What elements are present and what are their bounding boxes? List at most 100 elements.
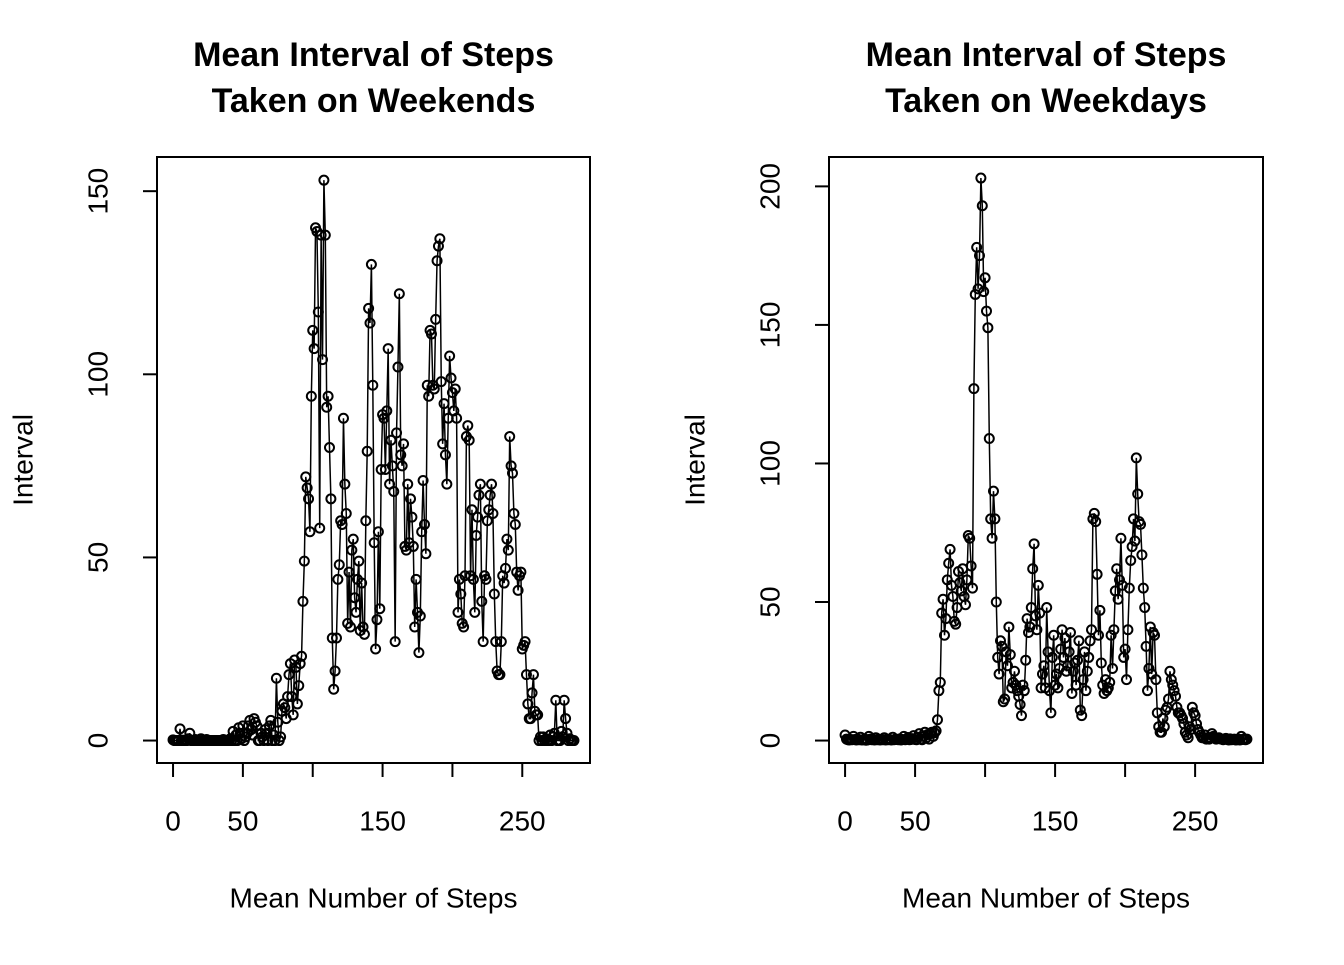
data-point <box>364 317 376 329</box>
data-point <box>381 405 393 417</box>
data-point <box>414 610 426 622</box>
data-point <box>1132 488 1144 500</box>
data-point <box>947 590 959 602</box>
data-point <box>337 412 349 424</box>
data-point <box>1051 668 1063 680</box>
data-point <box>330 632 342 644</box>
data-point <box>388 485 400 497</box>
x-tick-label: 150 <box>359 805 406 836</box>
data-point <box>291 698 303 710</box>
data-point <box>486 478 498 490</box>
data-point <box>526 687 538 699</box>
data-point <box>358 628 370 640</box>
data-point <box>968 383 980 395</box>
data-point <box>307 324 319 336</box>
data-point <box>1171 701 1183 713</box>
data-point <box>1076 710 1088 722</box>
data-point <box>944 543 956 555</box>
data-point <box>1125 554 1137 566</box>
data-point <box>1105 629 1117 641</box>
data-point <box>966 582 978 594</box>
data-point <box>1073 635 1085 647</box>
data-point <box>979 272 991 284</box>
data-point <box>1168 685 1180 697</box>
data-point <box>363 302 375 314</box>
data-point <box>1086 624 1098 636</box>
data-point <box>929 727 941 739</box>
data-point <box>339 478 351 490</box>
data-point <box>466 504 478 516</box>
data-point <box>982 322 994 334</box>
data-point <box>474 478 486 490</box>
data-point <box>1031 624 1043 636</box>
data-point <box>506 467 518 479</box>
data-point <box>505 460 517 472</box>
data-point <box>385 434 397 446</box>
data-point <box>495 636 507 648</box>
data-point <box>467 573 479 585</box>
x-tick-label: 50 <box>227 805 258 836</box>
data-point <box>1153 721 1165 733</box>
data-point <box>1087 513 1099 525</box>
data-point <box>431 255 443 267</box>
data-point <box>1107 663 1119 675</box>
data-point <box>1170 690 1182 702</box>
data-point <box>976 200 988 212</box>
x-tick-label: 50 <box>900 805 931 836</box>
data-point <box>344 621 356 633</box>
data-point <box>293 680 305 692</box>
data-point <box>326 632 338 644</box>
data-point <box>265 714 277 726</box>
data-point <box>396 460 408 472</box>
data-point <box>435 376 447 388</box>
data-point <box>1167 679 1179 691</box>
data-point <box>1102 682 1114 694</box>
panel: Mean Interval of Steps Taken on Weekends M… <box>7 36 591 913</box>
data-point <box>990 596 1002 608</box>
data-point <box>336 518 348 530</box>
data-point <box>1069 657 1081 669</box>
data-point <box>1058 651 1070 663</box>
data-point <box>1081 665 1093 677</box>
data-point <box>470 529 482 541</box>
data-point <box>469 606 481 618</box>
data-point <box>392 361 404 373</box>
data-point <box>1090 516 1102 528</box>
data-point <box>449 383 461 395</box>
data-point <box>978 286 990 298</box>
data-point <box>992 651 1004 663</box>
data-point <box>1140 640 1152 652</box>
data-point <box>395 449 407 461</box>
data-point <box>389 636 401 648</box>
data-point <box>375 464 387 476</box>
data-point <box>480 573 492 585</box>
data-point <box>527 669 539 681</box>
y-tick-label: 150 <box>82 168 113 215</box>
data-point <box>1072 654 1084 666</box>
data-point <box>509 518 521 530</box>
data-point <box>934 676 946 688</box>
data-point <box>361 445 373 457</box>
data-point <box>312 306 324 318</box>
data-point <box>268 729 280 741</box>
data-point <box>1137 582 1149 594</box>
data-point <box>350 606 362 618</box>
data-point <box>279 702 291 714</box>
data-point <box>409 621 421 633</box>
data-point <box>317 354 329 366</box>
data-point <box>406 511 418 523</box>
y-tick-label: 0 <box>754 733 785 749</box>
data-point <box>1060 665 1072 677</box>
chart-title: Taken on Weekdays <box>885 82 1207 120</box>
data-point <box>441 478 453 490</box>
data-point <box>520 669 532 681</box>
data-point <box>303 493 315 505</box>
data-point <box>174 723 186 735</box>
data-point <box>975 172 987 184</box>
data-point <box>287 709 299 721</box>
x-tick-label: 0 <box>837 805 853 836</box>
y-tick-label: 200 <box>754 163 785 210</box>
y-axis-label: Interval <box>679 414 710 506</box>
data-point <box>1014 699 1026 711</box>
